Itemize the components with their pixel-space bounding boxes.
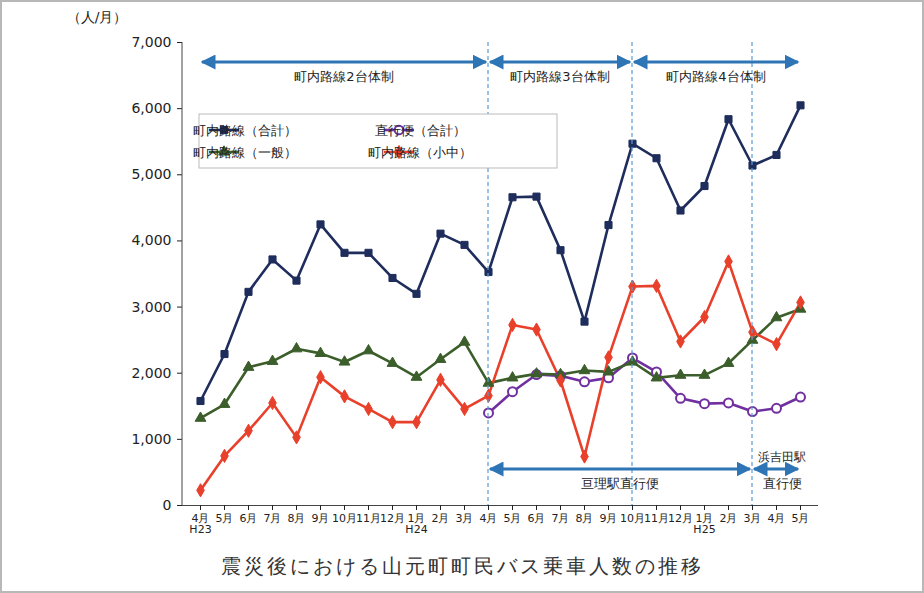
svg-text:町内路線3台体制: 町内路線3台体制 <box>510 69 609 84</box>
svg-text:12月: 12月 <box>380 512 405 525</box>
svg-text:11月: 11月 <box>644 512 669 525</box>
svg-text:4月: 4月 <box>480 512 498 525</box>
svg-text:4月H23: 4月H23 <box>189 512 211 536</box>
svg-text:4,000: 4,000 <box>131 232 171 248</box>
svg-text:5月: 5月 <box>504 512 522 525</box>
svg-text:12月: 12月 <box>668 512 693 525</box>
svg-text:町内路線（合計）: 町内路線（合計） <box>193 123 297 138</box>
svg-text:11月: 11月 <box>356 512 381 525</box>
svg-text:2月: 2月 <box>432 512 450 525</box>
svg-text:（人/月）: （人/月） <box>67 9 128 25</box>
svg-text:1,000: 1,000 <box>131 431 171 447</box>
svg-text:8月: 8月 <box>576 512 594 525</box>
svg-text:2,000: 2,000 <box>131 365 171 381</box>
svg-text:町内路線2台体制: 町内路線2台体制 <box>294 69 393 84</box>
svg-text:0: 0 <box>163 497 172 513</box>
html-text:震災後における山元町町民バス乗車人数の推移: 震災後における山元町町民バス乗車人数の推移 <box>220 554 704 578</box>
svg-text:亘理駅直行便: 亘理駅直行便 <box>581 476 659 491</box>
svg-text:浜吉田駅: 浜吉田駅 <box>758 450 806 464</box>
svg-text:直行便: 直行便 <box>763 476 802 491</box>
svg-text:6,000: 6,000 <box>131 100 171 116</box>
svg-text:5,000: 5,000 <box>131 166 171 182</box>
svg-text:3月: 3月 <box>744 512 762 525</box>
svg-text:1月H24: 1月H24 <box>405 512 427 536</box>
svg-text:9月: 9月 <box>600 512 618 525</box>
svg-text:町内路線（一般）: 町内路線（一般） <box>193 145 297 160</box>
svg-text:6月: 6月 <box>528 512 546 525</box>
svg-text:8月: 8月 <box>288 512 306 525</box>
svg-text:3月: 3月 <box>456 512 474 525</box>
svg-text:10月: 10月 <box>332 512 357 525</box>
svg-text:直行便（合計）: 直行便（合計） <box>375 123 466 138</box>
svg-text:2月: 2月 <box>720 512 738 525</box>
svg-text:10月: 10月 <box>620 512 645 525</box>
svg-text:6月: 6月 <box>240 512 258 525</box>
svg-text:7月: 7月 <box>264 512 282 525</box>
svg-text:1月H25: 1月H25 <box>693 512 715 536</box>
svg-text:5月: 5月 <box>216 512 234 525</box>
svg-text:7月: 7月 <box>552 512 570 525</box>
svg-text:3,000: 3,000 <box>131 299 171 315</box>
svg-text:町内路線4台体制: 町内路線4台体制 <box>666 69 765 84</box>
svg-text:7,000: 7,000 <box>131 34 171 50</box>
svg-text:5月: 5月 <box>792 512 810 525</box>
svg-text:9月: 9月 <box>312 512 330 525</box>
svg-text:町内路線（小中）: 町内路線（小中） <box>368 145 472 160</box>
svg-text:4月: 4月 <box>768 512 786 525</box>
